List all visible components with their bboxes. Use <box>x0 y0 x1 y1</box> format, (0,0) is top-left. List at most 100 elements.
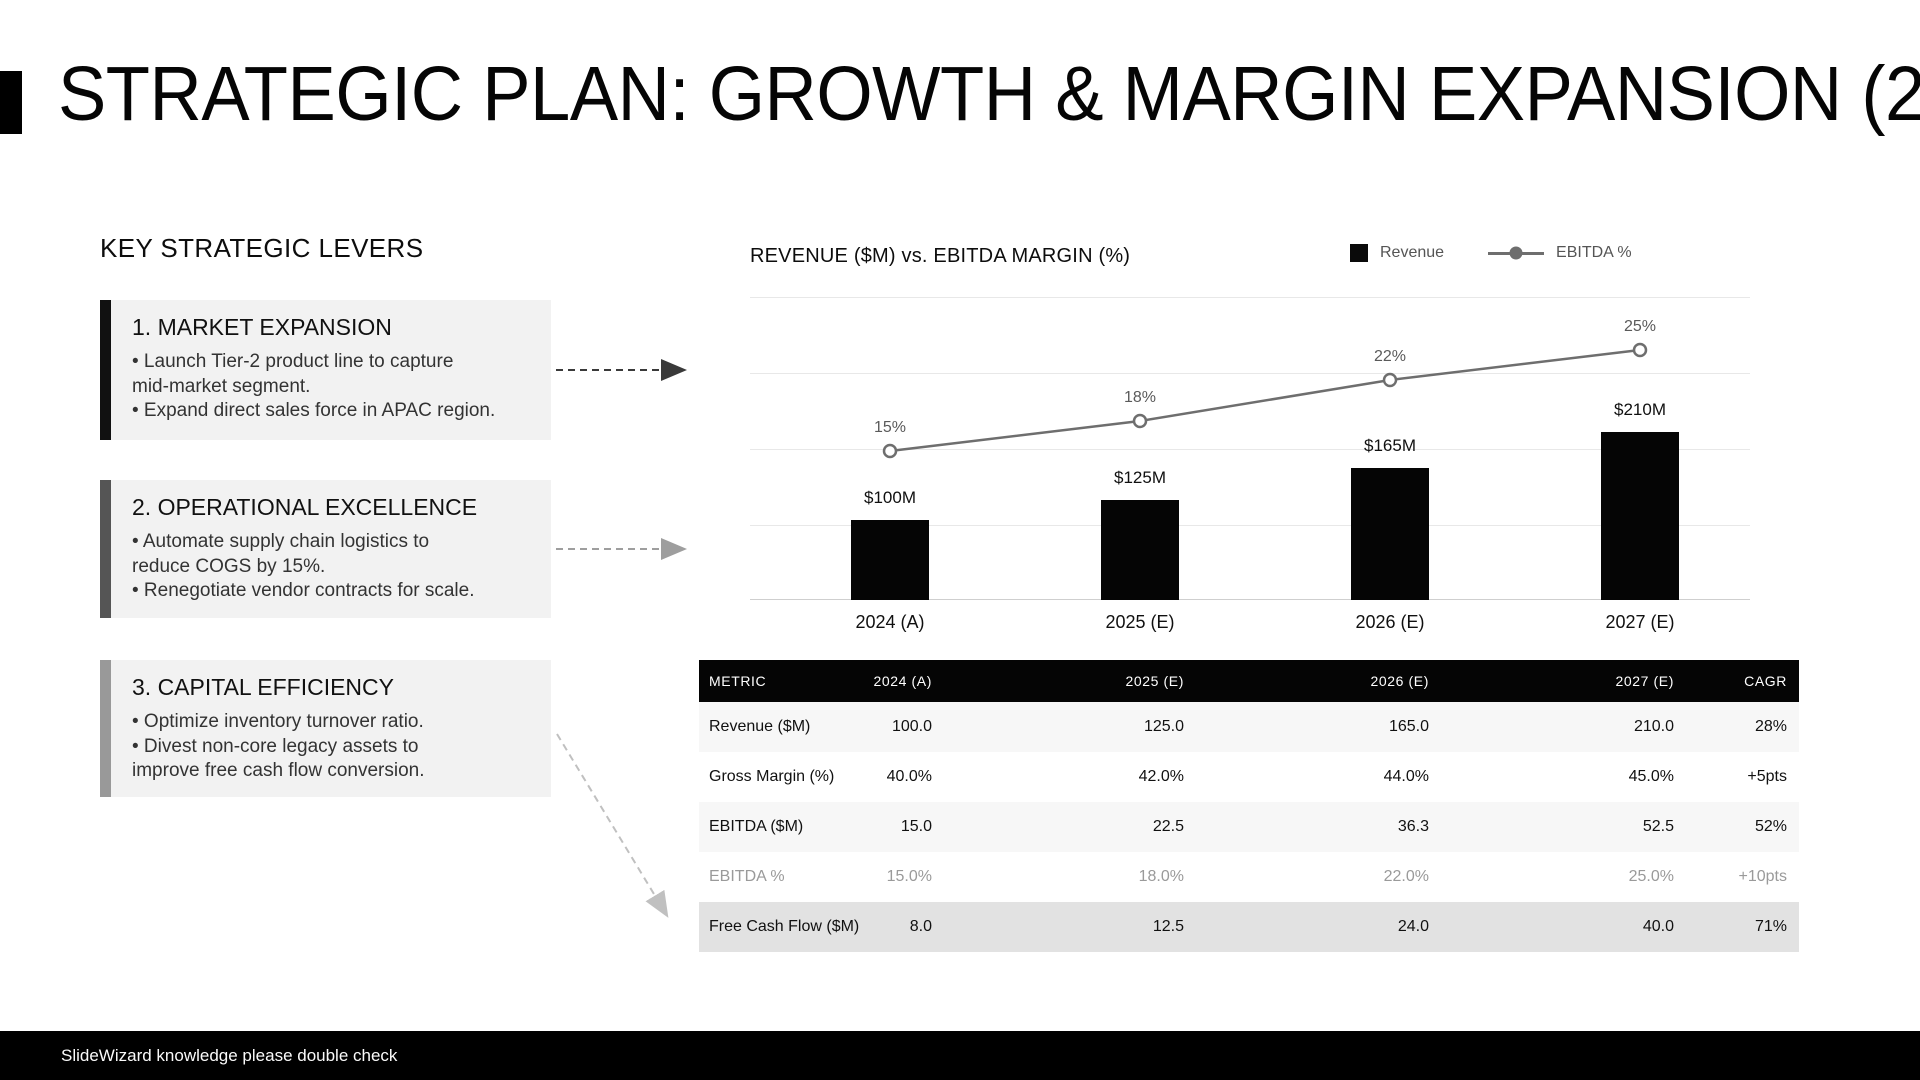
table-cell: 40.0 <box>1642 918 1674 935</box>
table-cell: 24.0 <box>1397 918 1429 935</box>
chart-gridline <box>750 297 1750 298</box>
lever-bullet-line: • Optimize inventory turnover ratio. <box>132 711 424 732</box>
footer-note: SlideWizard knowledge please double chec… <box>61 1046 398 1065</box>
table-row: Revenue ($M) 100.0 125.0 165.0 210.0 28% <box>699 702 1799 752</box>
table-cell: 165.0 <box>1388 718 1429 735</box>
lever-bullet-line: mid-market segment. <box>132 375 311 397</box>
table-cell: 12.5 <box>1152 918 1184 935</box>
table-header-row: METRIC 2024 (A) 2025 (E) 2026 (E) 2027 (E) CA… <box>699 660 1799 702</box>
lever-card: 1. MARKET EXPANSION • Launch Tier-2 produ… <box>100 300 551 440</box>
ebitda-data-point <box>882 443 898 459</box>
lever-bullet-line: • Automate supply chain logistics to <box>132 531 430 552</box>
table-cell: 210.0 <box>1633 718 1674 735</box>
ebitda-pct-label: 18% <box>1123 389 1157 406</box>
title-accent-bar <box>0 71 22 134</box>
ebitda-pct-label: 25% <box>1623 318 1657 335</box>
chart-baseline <box>750 599 1750 600</box>
lever-bullet-line: • Expand direct sales force in APAC regi… <box>132 400 496 421</box>
chart-gridline <box>750 449 1750 450</box>
table-cell: 8.0 <box>909 918 932 935</box>
legend-item-ebitda: EBITDA % <box>1488 244 1632 262</box>
table-cell: 125.0 <box>1143 718 1184 735</box>
table-cell: 52.5 <box>1642 818 1674 835</box>
ebitda-pct-label: 22% <box>1373 348 1407 365</box>
table-cell: 22.5 <box>1152 818 1184 835</box>
lever-bullet-line: • Divest non-core legacy assets to <box>132 735 419 757</box>
bar-value-label: $100M <box>864 488 916 507</box>
table-cell: 40.0% <box>886 768 932 785</box>
table-cell: 71% <box>1754 918 1787 935</box>
bar-value-label: $125M <box>1114 468 1166 487</box>
table-cell: 44.0% <box>1383 768 1429 785</box>
chart-title: REVENUE ($M) vs. EBITDA MARGIN (%) <box>750 245 1131 267</box>
revenue-bar <box>851 520 929 600</box>
table-cell: 18.0% <box>1138 868 1184 885</box>
lever-card: 2. OPERATIONAL EXCELLENCE • Automate supp… <box>100 480 551 618</box>
table-cell: Gross Margin (%) <box>709 768 835 785</box>
chart-gridline <box>750 525 1750 526</box>
lever-bullet-line: reduce COGS by 15%. <box>132 555 326 577</box>
legend-label-ebitda: EBITDA % <box>1556 244 1632 261</box>
lever-card: 3. CAPITAL EFFICIENCY • Optimize inventor… <box>100 660 551 797</box>
table-header-cell: 2027 (E) <box>1615 673 1674 689</box>
table-header-cell: 2025 (E) <box>1125 673 1184 689</box>
table-row: EBITDA ($M) 15.0 22.5 36.3 52.5 52% <box>699 802 1799 852</box>
revenue-bar <box>1601 432 1679 600</box>
table-cell: +10pts <box>1738 868 1787 885</box>
table-cell: 15.0 <box>900 818 932 835</box>
table-cell: 52% <box>1754 818 1787 835</box>
lever-bullet-line: improve free cash flow conversion. <box>132 760 425 781</box>
table-cell: 15.0% <box>886 868 932 885</box>
table-row: EBITDA % 15.0% 18.0% 22.0% 25.0% +10pts <box>699 852 1799 902</box>
x-axis-label: 2025 (E) <box>1105 612 1175 632</box>
x-axis-label: 2027 (E) <box>1605 612 1675 632</box>
table-header-cell: CAGR <box>1744 673 1787 689</box>
bar-value-label: $165M <box>1364 436 1416 455</box>
lever-title: 3. CAPITAL EFFICIENCY <box>132 674 394 700</box>
table-cell: 100.0 <box>891 718 932 735</box>
metrics-table: METRIC 2024 (A) 2025 (E) 2026 (E) 2027 (E) CA… <box>699 660 1799 952</box>
ebitda-line-dot-swatch-icon <box>1488 246 1545 260</box>
footer-bar: SlideWizard knowledge please double chec… <box>0 1031 1920 1080</box>
ebitda-line-series <box>882 342 1648 459</box>
revenue-bar <box>1351 468 1429 600</box>
table-cell: EBITDA ($M) <box>709 818 804 835</box>
table-row: Free Cash Flow ($M) 8.0 12.5 24.0 40.0 71% <box>699 902 1799 952</box>
legend-label-revenue: Revenue <box>1380 244 1445 261</box>
table-cell: 42.0% <box>1138 768 1184 785</box>
ebitda-data-point <box>1382 372 1398 388</box>
levers-heading: KEY STRATEGIC LEVERS <box>100 233 424 263</box>
x-axis-label: 2024 (A) <box>855 612 925 632</box>
lever-title: 1. MARKET EXPANSION <box>132 314 392 340</box>
arrow-capital-efficiency <box>556 733 669 918</box>
table-cell: 36.3 <box>1397 818 1429 835</box>
table-cell: EBITDA % <box>709 868 785 885</box>
lever-title: 2. OPERATIONAL EXCELLENCE <box>132 494 478 520</box>
table-cell: 22.0% <box>1383 868 1429 885</box>
table-cell: 28% <box>1754 718 1787 735</box>
legend-item-revenue: Revenue <box>1350 244 1444 262</box>
ebitda-pct-label: 15% <box>873 419 907 436</box>
table-header-cell: METRIC <box>709 673 767 689</box>
table-cell: 45.0% <box>1628 768 1674 785</box>
table-cell: Free Cash Flow ($M) <box>709 918 860 935</box>
table-cell: +5pts <box>1747 768 1787 785</box>
table-cell: Revenue ($M) <box>709 718 811 735</box>
ebitda-data-point <box>1132 413 1148 429</box>
slide-title: STRATEGIC PLAN: GROWTH & MARGIN EXPANSIO… <box>58 51 1920 137</box>
chart-legend: Revenue EBITDA % <box>1350 244 1632 262</box>
table-header-cell: 2024 (A) <box>873 673 932 689</box>
chart-plot-area: $100M $125M $165M $210M 2024 (A) 2025 (E) 2026… <box>750 297 1750 632</box>
x-axis-label: 2026 (E) <box>1355 612 1425 632</box>
revenue-square-swatch-icon <box>1350 244 1368 262</box>
chart-gridline <box>750 373 1750 374</box>
table-row: Gross Margin (%) 40.0% 42.0% 44.0% 45.0% +5pt… <box>699 752 1799 802</box>
table-cell: 25.0% <box>1628 868 1674 885</box>
table-header-cell: 2026 (E) <box>1370 673 1429 689</box>
revenue-bar <box>1101 500 1179 600</box>
lever-bullet-line: • Launch Tier-2 product line to capture <box>132 351 454 372</box>
bar-value-label: $210M <box>1614 400 1666 419</box>
lever-bullet-line: • Renegotiate vendor contracts for scale… <box>132 580 475 601</box>
ebitda-data-point <box>1632 342 1648 358</box>
